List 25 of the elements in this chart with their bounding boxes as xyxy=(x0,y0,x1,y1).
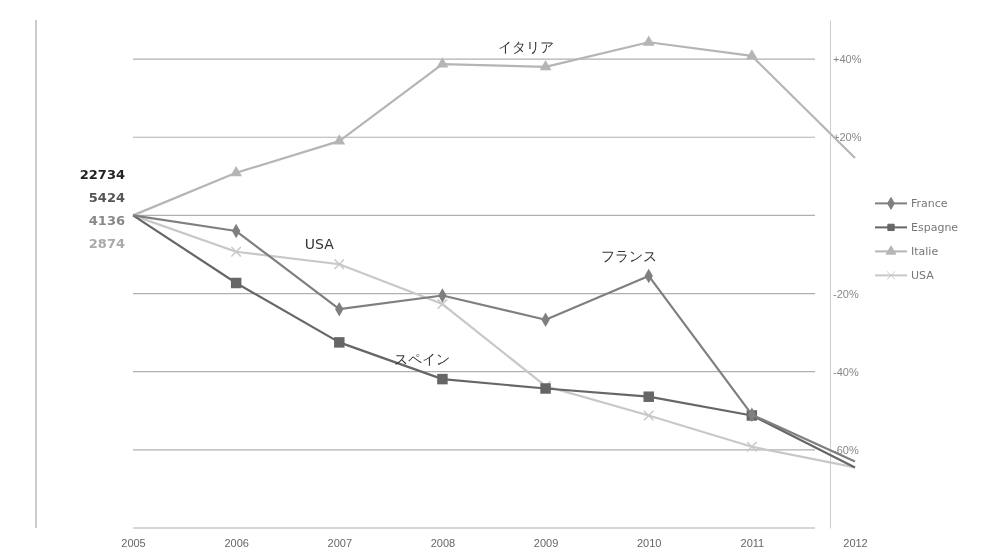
x-tick-label: 2006 xyxy=(224,536,249,549)
annotation: イタリア xyxy=(497,38,554,55)
annotation: 22734 xyxy=(79,167,125,183)
y-tick-label: +40% xyxy=(833,53,862,66)
annotation: 4136 xyxy=(88,213,125,229)
annotation: 5424 xyxy=(88,190,125,206)
x-tick-label: 2005 xyxy=(121,536,146,549)
y-tick-label: +20% xyxy=(833,131,862,144)
y-tick-label: -20% xyxy=(833,287,859,300)
y-tick-label: -40% xyxy=(833,365,859,378)
y-tick-label: -60% xyxy=(833,443,859,456)
annotation: 2874 xyxy=(88,236,125,252)
x-tick-label: 2009 xyxy=(533,536,559,549)
annotation: USA xyxy=(304,236,335,253)
annotation: フランス xyxy=(600,247,657,264)
x-tick-label: 2007 xyxy=(327,536,353,549)
legend-label: France xyxy=(911,197,948,211)
annotation: スペイン xyxy=(394,351,451,368)
x-tick-label: 2010 xyxy=(636,536,662,549)
legend-label: USA xyxy=(911,269,935,283)
x-tick-label: 2008 xyxy=(430,536,456,549)
x-tick-label: 2012 xyxy=(843,536,868,549)
legend-label: Espagne xyxy=(911,221,959,235)
legend-label: Italie xyxy=(911,245,939,259)
x-tick-label: 2011 xyxy=(740,536,765,549)
